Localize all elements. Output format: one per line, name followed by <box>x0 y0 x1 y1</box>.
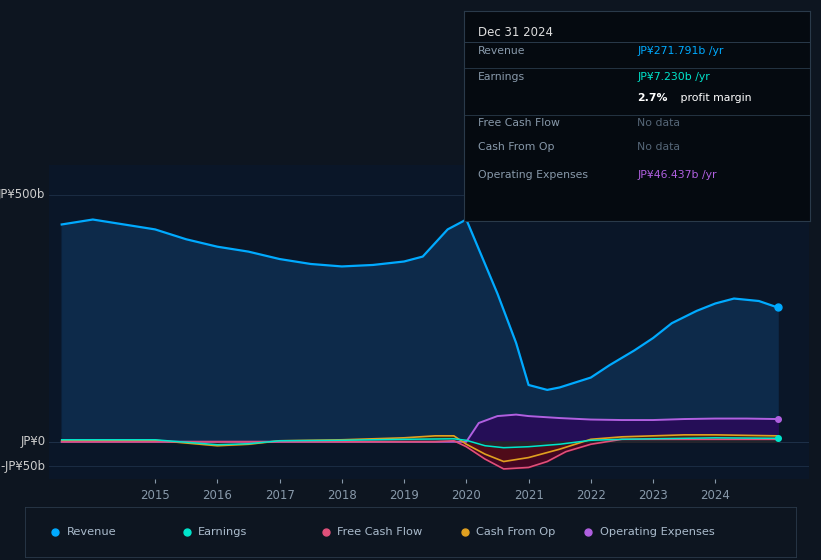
Text: Cash From Op: Cash From Op <box>478 142 554 152</box>
Text: -JP¥50b: -JP¥50b <box>1 460 45 473</box>
Text: profit margin: profit margin <box>677 93 751 103</box>
Text: Revenue: Revenue <box>478 46 525 56</box>
Text: Operating Expenses: Operating Expenses <box>599 527 714 537</box>
Text: No data: No data <box>637 118 680 128</box>
Text: JP¥0: JP¥0 <box>21 435 45 448</box>
Text: Dec 31 2024: Dec 31 2024 <box>478 26 553 39</box>
Text: JP¥500b: JP¥500b <box>0 188 45 202</box>
Text: Earnings: Earnings <box>199 527 248 537</box>
Text: 2.7%: 2.7% <box>637 93 667 103</box>
Text: Free Cash Flow: Free Cash Flow <box>478 118 560 128</box>
Text: Revenue: Revenue <box>67 527 117 537</box>
Text: JP¥7.230b /yr: JP¥7.230b /yr <box>637 72 710 82</box>
Text: JP¥46.437b /yr: JP¥46.437b /yr <box>637 170 717 180</box>
Text: Earnings: Earnings <box>478 72 525 82</box>
Text: Operating Expenses: Operating Expenses <box>478 170 588 180</box>
Text: JP¥271.791b /yr: JP¥271.791b /yr <box>637 46 723 56</box>
Text: Cash From Op: Cash From Op <box>476 527 556 537</box>
Text: Free Cash Flow: Free Cash Flow <box>337 527 423 537</box>
Text: No data: No data <box>637 142 680 152</box>
